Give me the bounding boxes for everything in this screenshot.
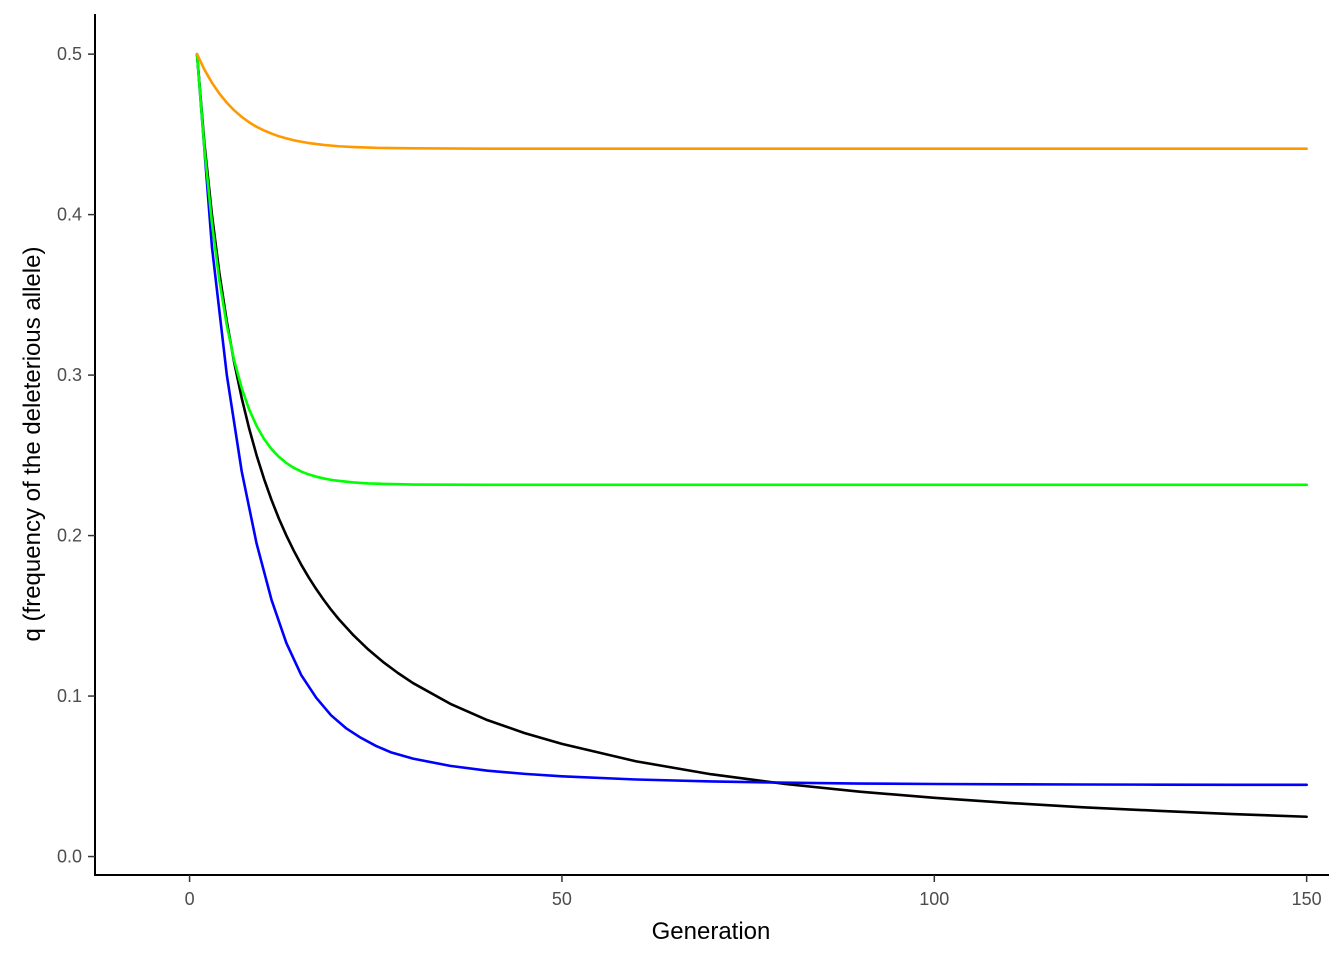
series-layer [195, 52, 1308, 819]
y-axis-title: q (frequency of the deleterious allele) [19, 247, 46, 642]
y-tick-label: 0.4 [57, 205, 82, 225]
series-line-3 [195, 52, 1308, 487]
y-axis-ticks: 0.0 0.1 0.2 0.3 0.4 0.5 [57, 44, 95, 867]
x-axis-title: Generation [652, 918, 771, 945]
y-tick-label: 0.3 [57, 365, 82, 385]
series-line-4 [195, 52, 1308, 150]
y-tick-label: 0.1 [57, 686, 82, 706]
y-tick-label: 0.2 [57, 526, 82, 546]
x-axis-ticks: 0 50 100 150 [185, 875, 1322, 909]
x-tick-label: 100 [919, 889, 949, 909]
x-tick-label: 150 [1292, 889, 1322, 909]
y-tick-label: 0.0 [57, 847, 82, 867]
x-tick-label: 50 [552, 889, 572, 909]
y-tick-label: 0.5 [57, 44, 82, 64]
x-tick-label: 0 [185, 889, 195, 909]
series-line-1 [195, 52, 1308, 819]
series-line-2 [195, 52, 1308, 787]
